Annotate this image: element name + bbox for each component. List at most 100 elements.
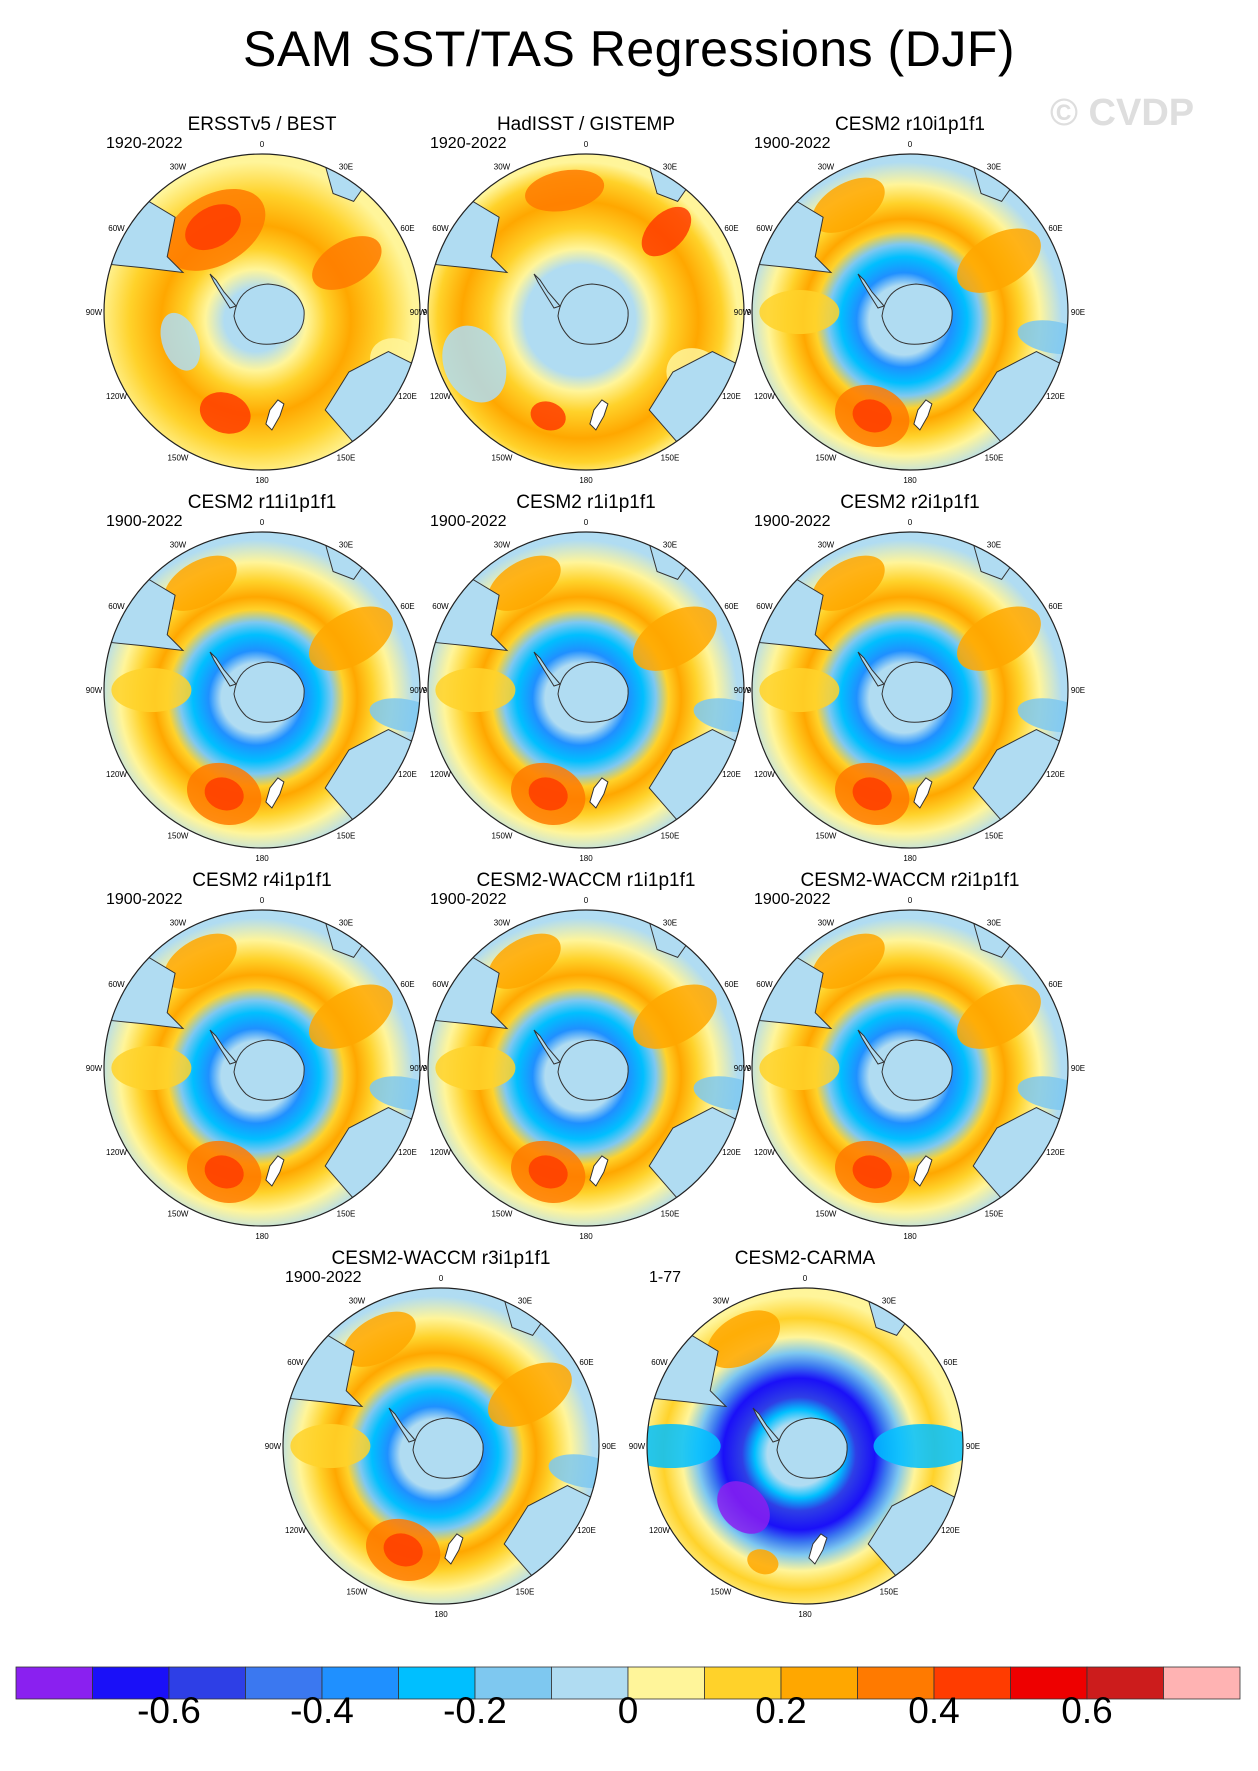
panel-period: 1900-2022 — [106, 513, 183, 530]
anomaly-patch — [111, 668, 192, 712]
longitude-label: 150W — [492, 1209, 513, 1218]
longitude-label: 120W — [285, 1526, 306, 1535]
anomaly-patch — [812, 933, 885, 989]
map-boundary — [427, 531, 745, 849]
panel-title: CESM2-CARMA — [735, 1248, 876, 1269]
peninsula-landmass — [209, 651, 237, 687]
panel-title: CESM2 r10i1p1f1 — [835, 114, 985, 135]
panel-period: 1900-2022 — [430, 891, 507, 908]
longitude-label: 150W — [168, 831, 189, 840]
longitude-label: 30E — [339, 163, 353, 172]
longitude-label: 180 — [255, 476, 269, 485]
anomaly-patch — [957, 606, 1041, 671]
new-zealand-landmass — [589, 777, 609, 809]
antarctica-landmass — [557, 661, 629, 723]
anomaly-patch — [759, 290, 840, 334]
longitude-label: 0 — [908, 896, 913, 905]
map-boundary — [751, 531, 1069, 849]
longitude-label: 120E — [722, 392, 741, 401]
longitude-label: 90E — [1071, 308, 1085, 317]
longitude-label: 0 — [260, 896, 265, 905]
peninsula-landmass — [752, 1407, 780, 1443]
anomaly-patch — [442, 325, 507, 403]
map-field — [752, 154, 1068, 470]
map-panel: 030E60E90E120E150E180150W120W90W60W30WCE… — [86, 870, 437, 1241]
anomaly-patch — [633, 984, 717, 1049]
longitude-label: 90W — [410, 1064, 427, 1073]
peninsula-landmass — [857, 1029, 885, 1065]
new-zealand-landmass — [808, 1533, 828, 1565]
map-panel: 030E60E90E120E150E180150W120W90W60W30WCE… — [734, 114, 1085, 485]
panel-period: 1900-2022 — [754, 135, 831, 152]
colorbar-tick-label: -0.6 — [137, 1690, 201, 1731]
longitude-label: 120E — [941, 1526, 960, 1535]
anomaly-patch — [290, 1424, 371, 1468]
longitude-label: 120E — [1046, 392, 1065, 401]
longitude-label: 90W — [734, 308, 751, 317]
panel-period: 1900-2022 — [285, 1269, 362, 1286]
colorbar-swatch — [1163, 1666, 1241, 1700]
map-boundary — [427, 153, 745, 471]
panel-period: 1900-2022 — [754, 891, 831, 908]
colorbar-tick-label: -0.4 — [290, 1690, 354, 1731]
map-panel: 030E60E90E120E150E180150W120W90W60W30WCE… — [410, 870, 761, 1241]
longitude-label: 150E — [337, 831, 356, 840]
longitude-label: 120W — [430, 1148, 451, 1157]
anomaly-patch — [528, 1155, 568, 1189]
map-field — [428, 910, 744, 1226]
anomaly-patch — [199, 392, 251, 434]
longitude-label: 30W — [818, 163, 835, 172]
antarctica-landmass — [233, 661, 305, 723]
map-boundary — [103, 909, 421, 1227]
panel-title: CESM2-WACCM r1i1p1f1 — [477, 870, 696, 891]
antarctica-landmass — [233, 1039, 305, 1101]
longitude-label: 180 — [255, 1232, 269, 1241]
antarctica-landmass — [412, 1417, 484, 1479]
longitude-label: 120E — [577, 1526, 596, 1535]
longitude-label: 0 — [584, 518, 589, 527]
panel-title: CESM2 r2i1p1f1 — [840, 492, 979, 513]
longitude-label: 90W — [265, 1442, 282, 1451]
map-boundary — [103, 153, 421, 471]
longitude-label: 120W — [106, 392, 127, 401]
longitude-label: 60W — [432, 980, 449, 989]
peninsula-landmass — [533, 273, 561, 309]
longitude-label: 30E — [663, 919, 677, 928]
longitude-label: 30E — [987, 541, 1001, 550]
longitude-label: 90W — [734, 686, 751, 695]
longitude-label: 60E — [400, 980, 414, 989]
longitude-label: 90W — [734, 1064, 751, 1073]
longitude-label: 60E — [1048, 602, 1062, 611]
anomaly-patch — [1017, 1076, 1068, 1111]
longitude-label: 30E — [663, 163, 677, 172]
longitude-label: 180 — [903, 476, 917, 485]
longitude-label: 0 — [908, 140, 913, 149]
map-field — [428, 154, 744, 470]
peninsula-landmass — [857, 273, 885, 309]
longitude-label: 120W — [754, 1148, 775, 1157]
longitude-label: 60E — [724, 224, 738, 233]
longitude-label: 30W — [818, 919, 835, 928]
antarctica-landmass — [233, 283, 305, 345]
longitude-label: 120E — [722, 770, 741, 779]
longitude-label: 60E — [1048, 224, 1062, 233]
longitude-label: 150W — [816, 831, 837, 840]
longitude-label: 90W — [410, 308, 427, 317]
longitude-label: 180 — [798, 1610, 812, 1619]
anomaly-patch — [435, 668, 516, 712]
longitude-label: 180 — [579, 476, 593, 485]
map-panel: 030E60E90E120E150E180150W120W90W60W30WER… — [86, 114, 437, 485]
anomaly-patch — [164, 555, 237, 611]
anomaly-patch — [530, 401, 566, 431]
longitude-label: 60W — [432, 602, 449, 611]
colorbar-swatch — [245, 1666, 323, 1700]
colorbar-swatch — [627, 1666, 705, 1700]
map-field — [104, 910, 420, 1226]
anomaly-patch — [369, 1076, 420, 1111]
new-zealand-landmass — [265, 399, 285, 431]
longitude-label: 60E — [1048, 980, 1062, 989]
map-boundary — [103, 531, 421, 849]
longitude-label: 150W — [492, 831, 513, 840]
map-panel: 030E60E90E120E150E180150W120W90W60W30WCE… — [734, 870, 1085, 1241]
anomaly-patch — [706, 1310, 781, 1369]
